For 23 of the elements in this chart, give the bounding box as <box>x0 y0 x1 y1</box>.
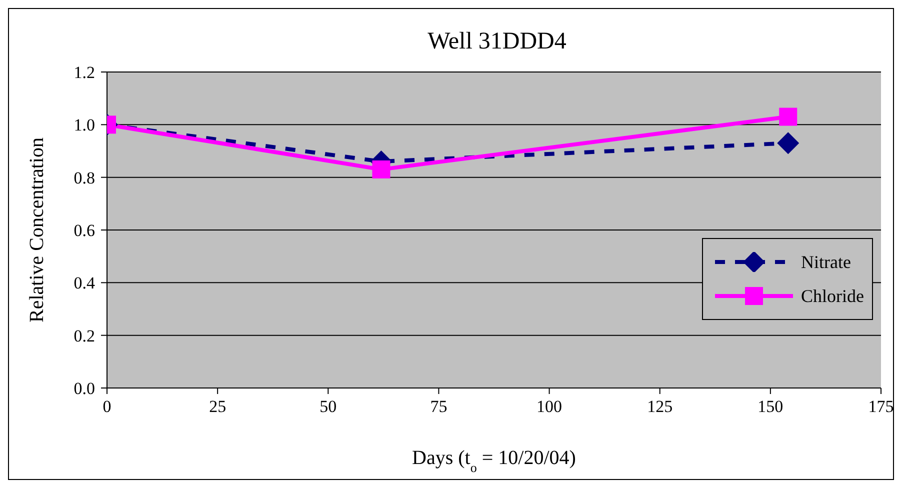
y-tick-label: 1.2 <box>74 63 95 82</box>
y-tick-label: 0.8 <box>74 168 95 188</box>
x-tick-label: 125 <box>647 397 673 416</box>
legend-label: Chloride <box>801 286 864 306</box>
y-tick-label: 0.2 <box>74 326 95 346</box>
y-tick-label: 1.0 <box>74 116 95 135</box>
point <box>779 108 798 126</box>
x-tick-label: 0 <box>102 397 112 416</box>
y-tick-label: 0.4 <box>74 274 96 293</box>
y-axis-title: Relative Concentration <box>26 138 48 322</box>
x-tick-label: 25 <box>209 397 226 416</box>
x-tick-label: 100 <box>536 397 562 416</box>
x-tick-label: 150 <box>758 397 784 416</box>
legend-label: Nitrate <box>801 252 851 272</box>
x-tick-label: 175 <box>868 397 894 416</box>
x-axis-title: Days (t$_{o}$ = 10/20/04) <box>412 447 576 474</box>
y-tick-label: 0.6 <box>74 221 95 240</box>
chart-title: Well 31DDD4 <box>428 28 566 55</box>
y-tick-label: 0.0 <box>74 379 95 398</box>
x-tick-label: 50 <box>320 397 337 416</box>
point <box>372 160 390 178</box>
x-tick-label: 75 <box>430 397 448 416</box>
point <box>777 132 800 154</box>
